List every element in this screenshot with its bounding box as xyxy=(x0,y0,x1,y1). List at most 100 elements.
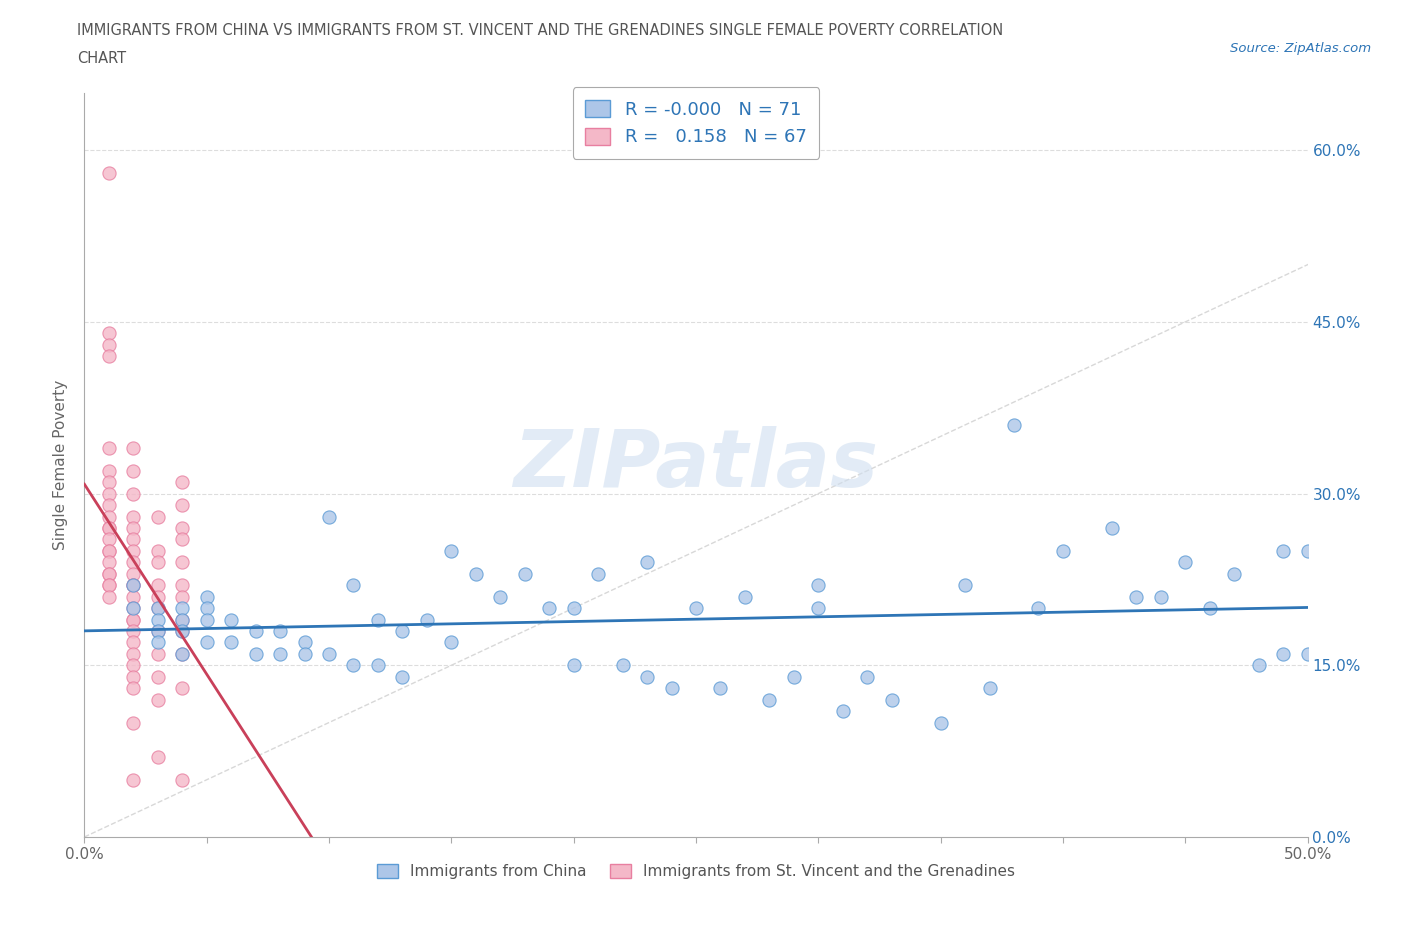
Point xyxy=(97,566,120,581)
Point xyxy=(783,670,806,684)
Point xyxy=(1002,418,1025,432)
Point xyxy=(685,601,707,616)
Point xyxy=(172,646,194,661)
Point xyxy=(146,601,169,616)
Point xyxy=(146,601,169,616)
Point xyxy=(122,612,145,627)
Point xyxy=(661,681,683,696)
Point xyxy=(146,623,169,638)
Point xyxy=(1052,543,1074,558)
Point xyxy=(586,566,609,581)
Point xyxy=(709,681,731,696)
Point xyxy=(513,566,536,581)
Point xyxy=(172,646,194,661)
Point xyxy=(538,601,561,616)
Point xyxy=(1150,590,1173,604)
Point xyxy=(318,646,340,661)
Point xyxy=(97,463,120,478)
Point xyxy=(146,646,169,661)
Point xyxy=(172,623,194,638)
Point xyxy=(122,612,145,627)
Text: Source: ZipAtlas.com: Source: ZipAtlas.com xyxy=(1230,42,1371,55)
Point xyxy=(172,578,194,592)
Point xyxy=(97,543,120,558)
Point xyxy=(464,566,486,581)
Point xyxy=(367,658,389,672)
Point xyxy=(122,681,145,696)
Point xyxy=(807,601,830,616)
Point xyxy=(97,521,120,536)
Point xyxy=(172,532,194,547)
Point xyxy=(269,623,291,638)
Point xyxy=(318,509,340,524)
Point xyxy=(97,338,120,352)
Point xyxy=(831,704,853,719)
Point xyxy=(636,555,658,570)
Point xyxy=(122,601,145,616)
Point xyxy=(367,612,389,627)
Point xyxy=(342,578,364,592)
Point xyxy=(391,623,413,638)
Point xyxy=(1247,658,1270,672)
Point xyxy=(1174,555,1197,570)
Point xyxy=(97,532,120,547)
Point xyxy=(856,670,879,684)
Point xyxy=(97,578,120,592)
Point xyxy=(97,521,120,536)
Point xyxy=(172,498,194,512)
Point xyxy=(734,590,756,604)
Point xyxy=(979,681,1001,696)
Point xyxy=(953,578,976,592)
Point xyxy=(391,670,413,684)
Point xyxy=(1296,543,1319,558)
Point xyxy=(146,692,169,707)
Point xyxy=(245,646,267,661)
Point xyxy=(97,166,120,180)
Point xyxy=(122,555,145,570)
Text: ZIPatlas: ZIPatlas xyxy=(513,426,879,504)
Point xyxy=(122,578,145,592)
Point xyxy=(1272,646,1295,661)
Point xyxy=(146,612,169,627)
Point xyxy=(122,463,145,478)
Point xyxy=(807,578,830,592)
Point xyxy=(440,635,463,650)
Point xyxy=(562,658,585,672)
Point xyxy=(122,772,145,787)
Point xyxy=(562,601,585,616)
Point xyxy=(1296,646,1319,661)
Point xyxy=(219,635,242,650)
Point xyxy=(146,509,169,524)
Point xyxy=(122,521,145,536)
Point xyxy=(612,658,634,672)
Point xyxy=(195,635,218,650)
Point xyxy=(97,566,120,581)
Point xyxy=(122,590,145,604)
Point xyxy=(172,612,194,627)
Point xyxy=(97,441,120,456)
Point xyxy=(146,670,169,684)
Point xyxy=(122,532,145,547)
Point xyxy=(636,670,658,684)
Point xyxy=(122,486,145,501)
Point xyxy=(122,623,145,638)
Point xyxy=(245,623,267,638)
Point xyxy=(97,486,120,501)
Point xyxy=(146,543,169,558)
Point xyxy=(122,635,145,650)
Point xyxy=(97,578,120,592)
Point xyxy=(146,590,169,604)
Point xyxy=(122,441,145,456)
Point xyxy=(97,498,120,512)
Point xyxy=(146,578,169,592)
Point xyxy=(489,590,512,604)
Point xyxy=(1223,566,1246,581)
Point xyxy=(172,474,194,489)
Point xyxy=(97,555,120,570)
Point xyxy=(1125,590,1147,604)
Point xyxy=(122,578,145,592)
Point xyxy=(122,543,145,558)
Point xyxy=(929,715,952,730)
Point xyxy=(172,555,194,570)
Point xyxy=(172,590,194,604)
